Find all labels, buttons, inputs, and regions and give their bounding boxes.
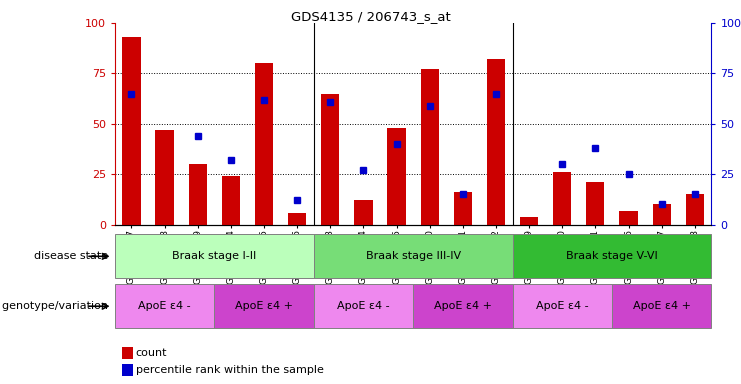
Bar (653, 205, 671, 225)
Bar (453, 192, 472, 225)
Bar (115, 234, 313, 278)
Bar (520, 217, 538, 225)
Bar (115, 284, 214, 328)
Bar (513, 234, 711, 278)
Bar (487, 60, 505, 225)
Bar (612, 284, 711, 328)
Bar (189, 164, 207, 225)
Bar (156, 130, 173, 225)
Bar (586, 182, 605, 225)
Bar (222, 176, 240, 225)
Text: count: count (136, 348, 167, 358)
Text: ApoE ε4 -: ApoE ε4 - (139, 301, 191, 311)
Bar (619, 210, 637, 225)
Bar (255, 63, 273, 225)
Bar (421, 70, 439, 225)
Bar (313, 234, 513, 278)
Text: genotype/variation: genotype/variation (1, 301, 111, 311)
Text: ApoE ε4 +: ApoE ε4 + (433, 301, 492, 311)
Bar (288, 213, 306, 225)
Bar (122, 37, 141, 225)
Text: ApoE ε4 -: ApoE ε4 - (536, 301, 588, 311)
Text: Braak stage I-II: Braak stage I-II (172, 251, 256, 262)
Bar (388, 128, 405, 225)
Text: Braak stage V-VI: Braak stage V-VI (566, 251, 658, 262)
Text: ApoE ε4 -: ApoE ε4 - (337, 301, 390, 311)
Bar (513, 284, 612, 328)
Bar (321, 94, 339, 225)
Bar (413, 284, 513, 328)
Text: GDS4135 / 206743_s_at: GDS4135 / 206743_s_at (290, 10, 451, 23)
Text: ApoE ε4 +: ApoE ε4 + (235, 301, 293, 311)
Text: Braak stage III-IV: Braak stage III-IV (365, 251, 461, 262)
Text: disease state: disease state (33, 251, 111, 262)
Text: ApoE ε4 +: ApoE ε4 + (633, 301, 691, 311)
Text: percentile rank within the sample: percentile rank within the sample (136, 365, 324, 375)
Bar (313, 284, 413, 328)
Bar (685, 194, 704, 225)
Bar (354, 200, 373, 225)
Bar (553, 172, 571, 225)
Bar (214, 284, 313, 328)
